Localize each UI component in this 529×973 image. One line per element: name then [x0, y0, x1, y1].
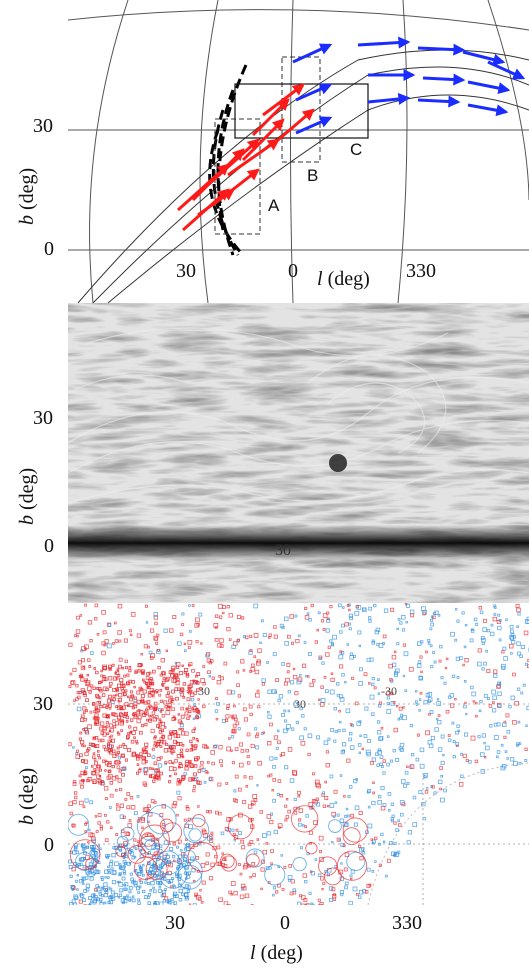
blue-arrow — [417, 95, 461, 108]
red-arrow — [277, 108, 315, 142]
x-tick-0: 0 — [288, 260, 298, 282]
top-y-tick-0: 0 — [44, 238, 54, 260]
bottom-x-tick-0: 0 — [280, 912, 290, 934]
box-b-label: B — [307, 166, 319, 185]
blue-arrow — [292, 43, 333, 64]
bottom-x-axis-label: l (deg) — [250, 942, 303, 964]
loop-arrow-map-panel: A B C 30 0 330 l (deg) — [68, 0, 529, 303]
velocity-arrows — [176, 36, 526, 232]
loop-arrow-map — [68, 0, 529, 303]
middle-y-axis-label: b (deg) — [16, 467, 38, 525]
red-arrow — [206, 138, 260, 187]
x-tick-30: 30 — [176, 260, 196, 282]
middle-y-tick-30: 30 — [33, 407, 53, 429]
magnetic-field-texture-panel: 30 — [68, 303, 529, 603]
box-a-label: A — [268, 196, 280, 215]
blue-arrow — [462, 50, 506, 66]
center-tick: 30 — [275, 542, 291, 559]
blue-arrow — [357, 36, 411, 49]
grid — [68, 703, 529, 905]
box-c-label: C — [350, 140, 363, 159]
field-texture-image: 30 — [68, 303, 529, 603]
x-tick-330: 330 — [406, 260, 436, 282]
red-arrow — [262, 83, 305, 117]
inner-tick-3: 30 — [294, 697, 306, 711]
red-arrow — [251, 98, 290, 137]
red-arrow — [241, 118, 285, 162]
inner-tick-1: 30 — [198, 684, 210, 698]
blue-arrow — [467, 103, 509, 117]
blue-arrow — [295, 83, 333, 102]
blue-arrow — [467, 80, 511, 95]
blue-arrow — [295, 116, 333, 135]
blue-arrow — [417, 43, 466, 56]
bottom-y-tick-0: 0 — [44, 834, 54, 856]
field-swirls — [68, 327, 529, 504]
top-y-tick-30: 30 — [33, 115, 53, 137]
middle-y-tick-0: 0 — [44, 535, 54, 557]
galactic-plane-band — [68, 525, 529, 561]
x-axis-label: l (deg) — [317, 268, 370, 290]
loop-tracks — [77, 49, 529, 303]
rotation-measure-panel: 30 -30 30 — [68, 603, 529, 905]
red-arrow — [197, 188, 235, 217]
bottom-y-axis-label: b (deg) — [16, 767, 38, 825]
blue-arrow — [422, 73, 466, 86]
bottom-y-tick-30: 30 — [33, 693, 53, 715]
red-arrow — [227, 138, 280, 177]
bottom-x-tick-30: 30 — [165, 912, 185, 934]
rotation-measure-map: 30 -30 30 — [68, 603, 529, 905]
bottom-x-tick-330: 330 — [392, 912, 422, 934]
blue-arrow — [487, 60, 526, 80]
blue-arrow — [367, 92, 411, 105]
empty-sky-region — [368, 763, 529, 905]
inner-tick-2: -30 — [381, 684, 397, 698]
top-y-axis-label: b (deg) — [16, 167, 38, 225]
source-points — [68, 603, 529, 905]
